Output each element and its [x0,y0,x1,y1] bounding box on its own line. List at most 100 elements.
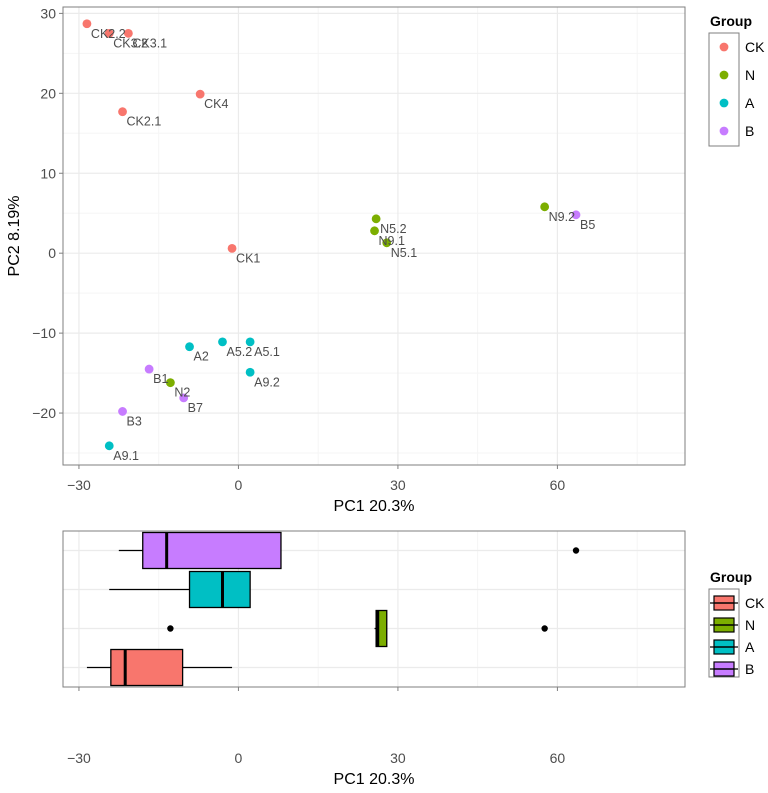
boxplot-panel-border [62,530,686,688]
scatter-point-label: N5.1 [391,246,417,260]
scatter-legend-label: CK [745,39,765,55]
scatter-point-label: B3 [127,414,142,428]
scatter-point-label: N9.1 [379,234,405,248]
boxplot-legend-key [710,617,738,633]
boxplot-outlier [541,625,548,632]
scatter-x-axis-title: PC1 20.3% [334,498,415,515]
scatter-point [179,393,189,403]
scatter-point-label: B5 [580,218,595,232]
scatter-point [540,202,550,212]
scatter-point-label: A2 [194,350,209,364]
scatter-legend-label: B [745,123,754,139]
boxplot-legend-title: Group [710,569,752,585]
boxplot-legend-key [710,639,738,655]
scatter-legend-label: A [745,95,755,111]
boxplot-box-A [109,570,251,609]
scatter-point-label: N5.2 [380,222,406,236]
scatter-y-tick-label: −10 [32,325,56,341]
scatter-panel-border [62,6,686,466]
scatter-y-tick-label: 20 [40,85,56,101]
scatter-legend-key [719,126,729,136]
scatter-x-axis: −30 0 30 60 [67,465,565,493]
scatter-point-label: A5.1 [254,345,280,359]
scatter-point-label: CK3.1 [132,36,167,50]
scatter-legend-key [719,70,729,80]
scatter-legend-label: N [745,67,755,83]
scatter-gridlines [63,7,685,465]
scatter-point [245,367,255,377]
scatter-point [245,337,255,347]
scatter-point-label: A9.1 [113,449,139,463]
scatter-y-tick-label: 30 [40,5,56,21]
boxplot-box-CK [86,648,233,687]
scatter-point [165,378,175,388]
scatter-point [118,107,127,117]
boxplot-x-tick-label: 30 [390,750,406,766]
scatter-point-label: A5.2 [226,345,252,359]
scatter-point [144,364,154,374]
boxplot-legend-label: A [745,639,755,655]
scatter-x-tick-label: 0 [235,477,243,493]
scatter-point [571,210,581,220]
boxplot-x-tick-label: −30 [67,750,91,766]
boxplot-legend-key [710,595,738,611]
scatter-point [218,337,227,347]
scatter-point-label: B7 [188,401,203,415]
boxplot-box-body [188,570,251,609]
boxplot-outlier [572,547,580,554]
boxplot-box-N [167,609,548,648]
boxplot-outlier [167,625,174,632]
scatter-point-label: N2 [174,386,190,400]
scatter-point-label: B1 [153,372,168,386]
scatter-point [370,226,379,236]
scatter-panel-background [63,7,685,465]
scatter-legend-frame [708,32,740,147]
scatter-legend-title: Group [710,13,752,29]
scatter-point [123,28,133,38]
scatter-y-tick-label: 0 [48,245,56,261]
boxplot-legend: Group CK NAB [708,569,765,678]
scatter-point-label: A9.2 [254,375,280,389]
scatter-y-axis-title: PC2 8.19% [6,196,23,277]
scatter-point-label: CK3.2 [113,36,148,50]
scatter-point [227,243,237,253]
scatter-x-tick-label: 60 [550,477,566,493]
scatter-legend-key [719,98,729,108]
scatter-x-tick-label: 30 [390,477,406,493]
scatter-legend-key [719,42,729,52]
scatter-point-label: N9.2 [549,210,575,224]
scatter-point-label: CK1 [236,251,260,265]
boxplot-box-body [110,648,184,687]
boxplot-x-axis: −30 0 30 60 [67,687,565,766]
boxplot-panel: −30 0 30 60 PC1 20.3% [62,530,686,788]
scatter-point [82,19,92,29]
boxplot-legend-frame [708,588,740,678]
scatter-legend: Group CK NAB [708,13,765,147]
boxplot-box-B [118,531,580,570]
scatter-point [371,214,381,224]
scatter-y-axis: −20 −10 0 10 20 30 [32,5,63,421]
scatter-y-tick-label: 10 [40,165,56,181]
scatter-point [195,89,205,99]
scatter-point [118,407,127,416]
boxplot-legend-label: B [745,661,754,677]
scatter-point [185,342,194,352]
scatter-point-label: CK4 [204,97,228,111]
scatter-y-tick-label: −20 [32,405,56,421]
scatter-point [104,28,114,38]
boxplot-box-body [142,531,282,570]
scatter-x-tick-label: −30 [67,477,91,493]
boxplot-x-tick-label: 0 [235,750,243,766]
scatter-point [104,441,114,451]
scatter-point [382,238,392,248]
boxplot-boxes [86,531,580,687]
scatter-point-label: CK2.1 [127,115,162,129]
boxplot-legend-label: CK [745,595,765,611]
boxplot-x-tick-label: 60 [550,750,566,766]
boxplot-legend-label: N [745,617,755,633]
boxplot-x-axis-title: PC1 20.3% [334,771,415,788]
scatter-point-label: CK2.2 [91,27,126,41]
